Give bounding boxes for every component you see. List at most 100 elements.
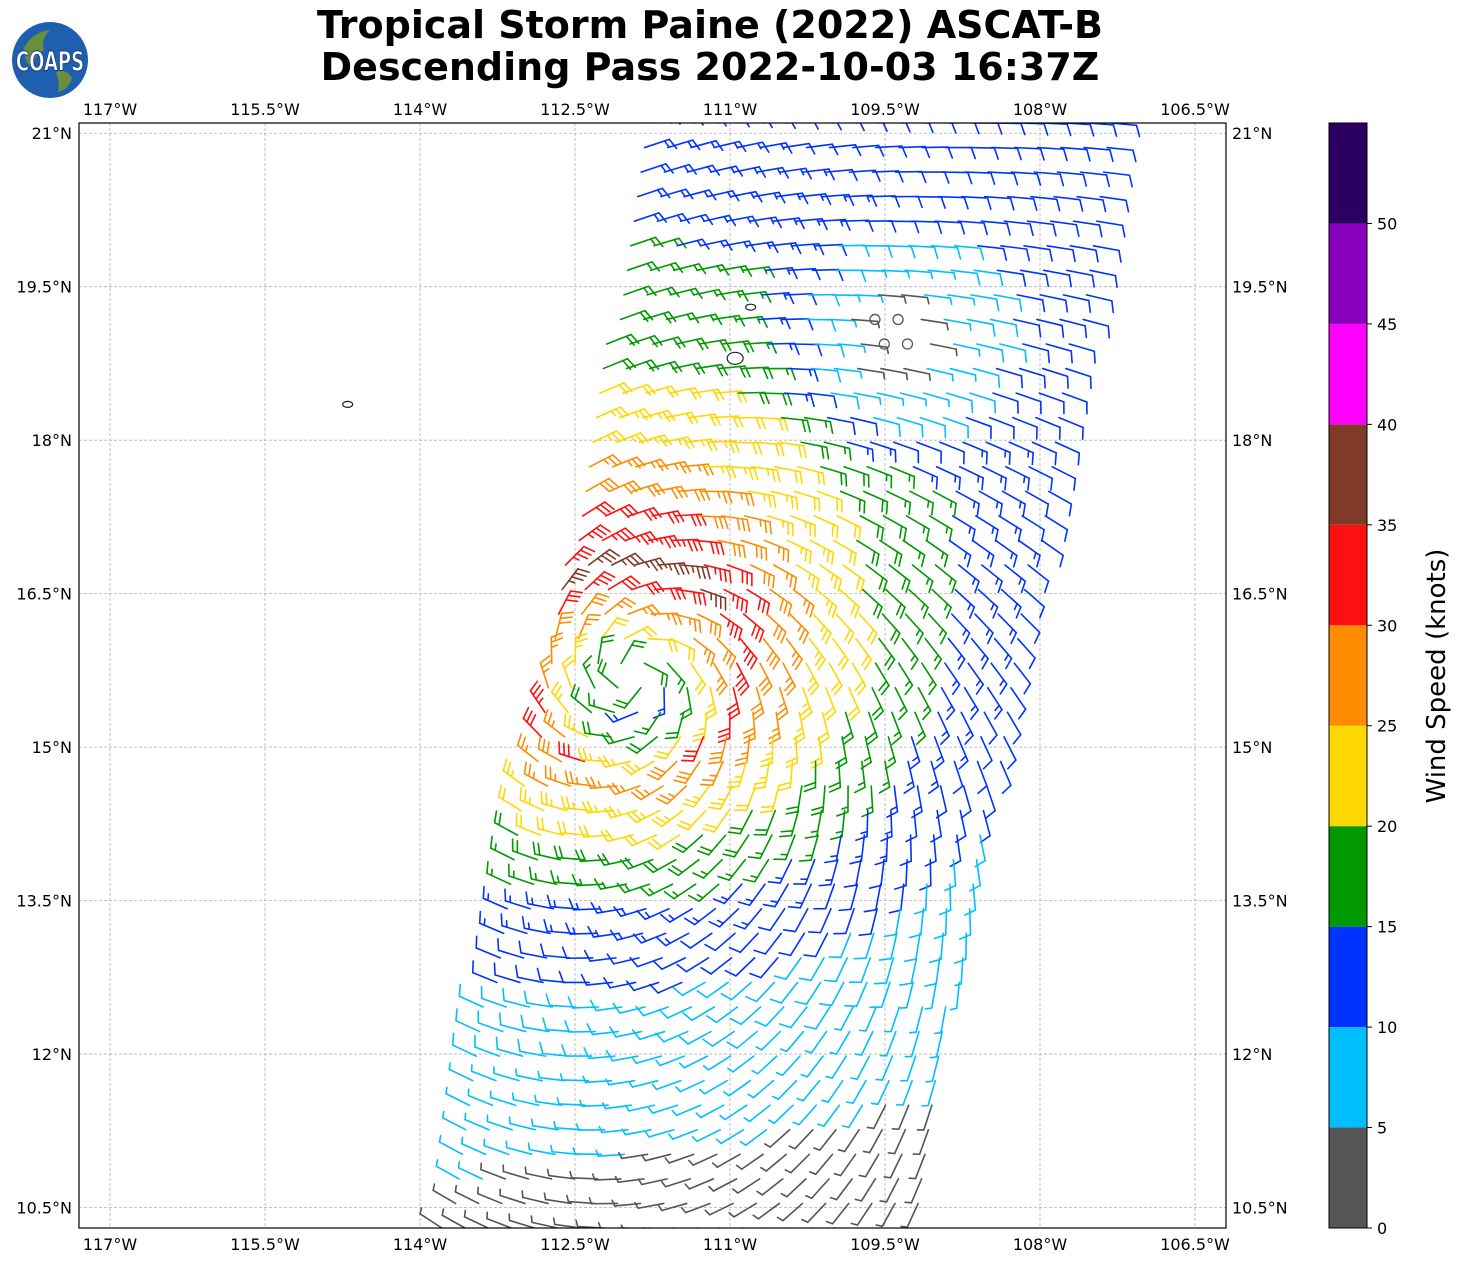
barb-feather (574, 637, 588, 644)
barb-staff (769, 907, 786, 932)
barb-feather (585, 618, 599, 621)
barb-staff (876, 392, 904, 400)
barb-staff (1079, 171, 1108, 176)
barb-staff (877, 1079, 890, 1106)
barb-feather (1022, 503, 1026, 517)
wind-barb (914, 195, 946, 209)
wind-barb (869, 981, 891, 1009)
barb-feather (658, 1008, 669, 1019)
barb-half-feather (551, 720, 555, 728)
barb-staff (881, 269, 909, 273)
barb-staff (581, 592, 599, 615)
barb-half-feather (853, 319, 858, 328)
wind-barb (903, 367, 931, 382)
barb-staff (990, 146, 1019, 150)
barb-staff (588, 454, 614, 468)
wind-barb (740, 539, 768, 561)
wind-barb (813, 1128, 837, 1151)
wind-barb (651, 809, 684, 828)
wind-barb (785, 637, 803, 671)
wind-barb (778, 932, 806, 957)
barb-feather (597, 659, 603, 672)
wind-barb (814, 343, 846, 358)
lon-tick-label-bottom: 114°W (393, 1235, 448, 1254)
barb-feather (616, 882, 626, 894)
barb-staff (885, 1178, 900, 1203)
barb-staff (880, 981, 891, 1008)
barb-staff (676, 711, 685, 739)
barb-staff (810, 834, 819, 861)
barb-feather (1001, 349, 1005, 363)
barb-half-feather (660, 164, 666, 172)
wind-barb (1058, 416, 1084, 440)
barb-half-feather (850, 1222, 859, 1226)
wind-barb (621, 1128, 652, 1136)
wind-barb (1003, 736, 1017, 770)
wind-barb (1024, 490, 1050, 517)
barb-half-feather (669, 263, 676, 271)
barb-half-feather (756, 1190, 764, 1196)
barb-feather (1091, 274, 1095, 288)
barb-feather (997, 123, 1003, 135)
barb-feather (976, 502, 980, 517)
wind-barb (895, 1079, 913, 1106)
barb-half-feather (817, 1123, 825, 1127)
barb-staff (483, 1144, 510, 1156)
barb-feather (828, 786, 842, 793)
barb-staff (1022, 343, 1049, 352)
barb-staff (844, 907, 855, 935)
barb-feather (802, 631, 810, 644)
barb-staff (880, 367, 908, 375)
wind-barb (747, 490, 777, 509)
barb-half-feather (863, 756, 871, 762)
barb-half-feather (763, 266, 768, 275)
wind-barb (855, 637, 873, 671)
wind-barb (900, 1055, 917, 1082)
wind-barb (883, 1153, 903, 1179)
barb-feather (722, 490, 728, 504)
barb-feather (921, 424, 924, 438)
wind-barb (694, 539, 725, 556)
barb-staff (891, 711, 902, 738)
wind-barb (853, 932, 875, 960)
wind-barb (772, 217, 805, 230)
wind-barb (831, 294, 861, 303)
lat-tick-label-right: 10.5°N (1232, 1199, 1288, 1218)
wind-barb (561, 655, 575, 689)
barb-feather (847, 632, 855, 645)
barb-staff (763, 539, 790, 551)
barb-staff (681, 981, 706, 997)
wind-barb (784, 1153, 811, 1174)
wind-barb (1061, 392, 1088, 415)
barb-feather (843, 884, 857, 888)
barb-feather (940, 735, 950, 745)
wind-barb (651, 1079, 682, 1091)
barb-feather (611, 432, 622, 443)
barb-feather (934, 760, 945, 770)
wind-barb (1023, 244, 1053, 262)
barb-half-feather (803, 598, 807, 607)
wind-barb (782, 142, 816, 155)
barb-feather (813, 123, 819, 130)
barb-feather (903, 785, 915, 794)
barb-staff (860, 343, 888, 349)
barb-feather (683, 917, 696, 926)
barb-staff (930, 981, 938, 1009)
wind-barb (761, 392, 793, 406)
wind-barb (720, 981, 753, 1001)
wind-barb (851, 318, 881, 329)
barb-feather (933, 246, 939, 260)
barb-staff (1018, 367, 1046, 377)
barb-feather (971, 528, 976, 542)
barb-staff (848, 169, 877, 173)
wind-barb (682, 1006, 716, 1022)
barb-feather (587, 692, 591, 706)
wind-barb (587, 692, 616, 714)
lat-tick-label-left: 21°N (32, 124, 72, 143)
barb-feather (688, 163, 698, 175)
wind-barb (757, 907, 786, 932)
wind-barb (801, 1202, 827, 1224)
barb-feather (773, 975, 787, 980)
wind-barb (546, 894, 578, 910)
barb-feather (1008, 451, 1011, 465)
